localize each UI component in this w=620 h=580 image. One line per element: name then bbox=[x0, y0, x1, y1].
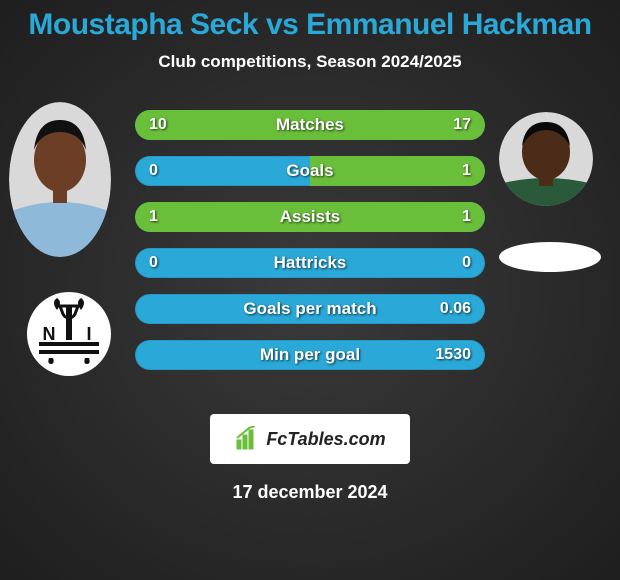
bar-value-left: 0 bbox=[149, 248, 158, 278]
branding-text: FcTables.com bbox=[266, 429, 385, 450]
comparison-bar-row: Goals per match0.06 bbox=[135, 294, 485, 324]
comparison-bar-row: Min per goal1530 bbox=[135, 340, 485, 370]
bar-value-right: 0 bbox=[462, 248, 471, 278]
bar-fill-left bbox=[135, 202, 310, 232]
comparison-bar-row: Goals01 bbox=[135, 156, 485, 186]
bar-label: Goals per match bbox=[135, 294, 485, 324]
bar-value-right: 1530 bbox=[435, 340, 471, 370]
player-right-shadow-oval bbox=[499, 242, 601, 272]
bar-value-left: 0 bbox=[149, 156, 158, 186]
comparison-bar-row: Assists11 bbox=[135, 202, 485, 232]
player-left-portrait-icon bbox=[9, 102, 111, 257]
svg-text:N: N bbox=[43, 324, 56, 344]
subtitle: Club competitions, Season 2024/2025 bbox=[0, 52, 620, 72]
fctables-logo-icon bbox=[234, 426, 260, 452]
date-text: 17 december 2024 bbox=[0, 482, 620, 503]
comparison-bar-row: Hattricks0 0 bbox=[135, 248, 485, 278]
infographic-root: Moustapha Seck vs Emmanuel Hackman Club … bbox=[0, 0, 620, 580]
page-title: Moustapha Seck vs Emmanuel Hackman bbox=[0, 0, 620, 42]
bar-fill-right bbox=[310, 202, 485, 232]
comparison-bars: Matches1017Goals01Assists11Hattricks00Go… bbox=[135, 110, 485, 386]
bar-fill-right bbox=[310, 156, 485, 186]
bar-value-right: 0.06 bbox=[440, 294, 471, 324]
comparison-panel: N I Matches1017Goals01Assists11Hattri bbox=[0, 102, 620, 402]
svg-text:I: I bbox=[86, 324, 91, 344]
bar-fill-right bbox=[265, 110, 486, 140]
comparison-bar-row: Matches1017 bbox=[135, 110, 485, 140]
player-left-club-badge: N I bbox=[27, 292, 111, 376]
branding-box: FcTables.com bbox=[210, 414, 410, 464]
bar-fill-left bbox=[135, 110, 265, 140]
bar-label: Min per goal bbox=[135, 340, 485, 370]
club-badge-left-icon: N I bbox=[27, 292, 111, 376]
player-right-avatar bbox=[499, 112, 593, 206]
player-left-avatar bbox=[9, 102, 111, 257]
bar-label: Hattricks bbox=[135, 248, 485, 278]
player-right-portrait-icon bbox=[499, 112, 593, 206]
